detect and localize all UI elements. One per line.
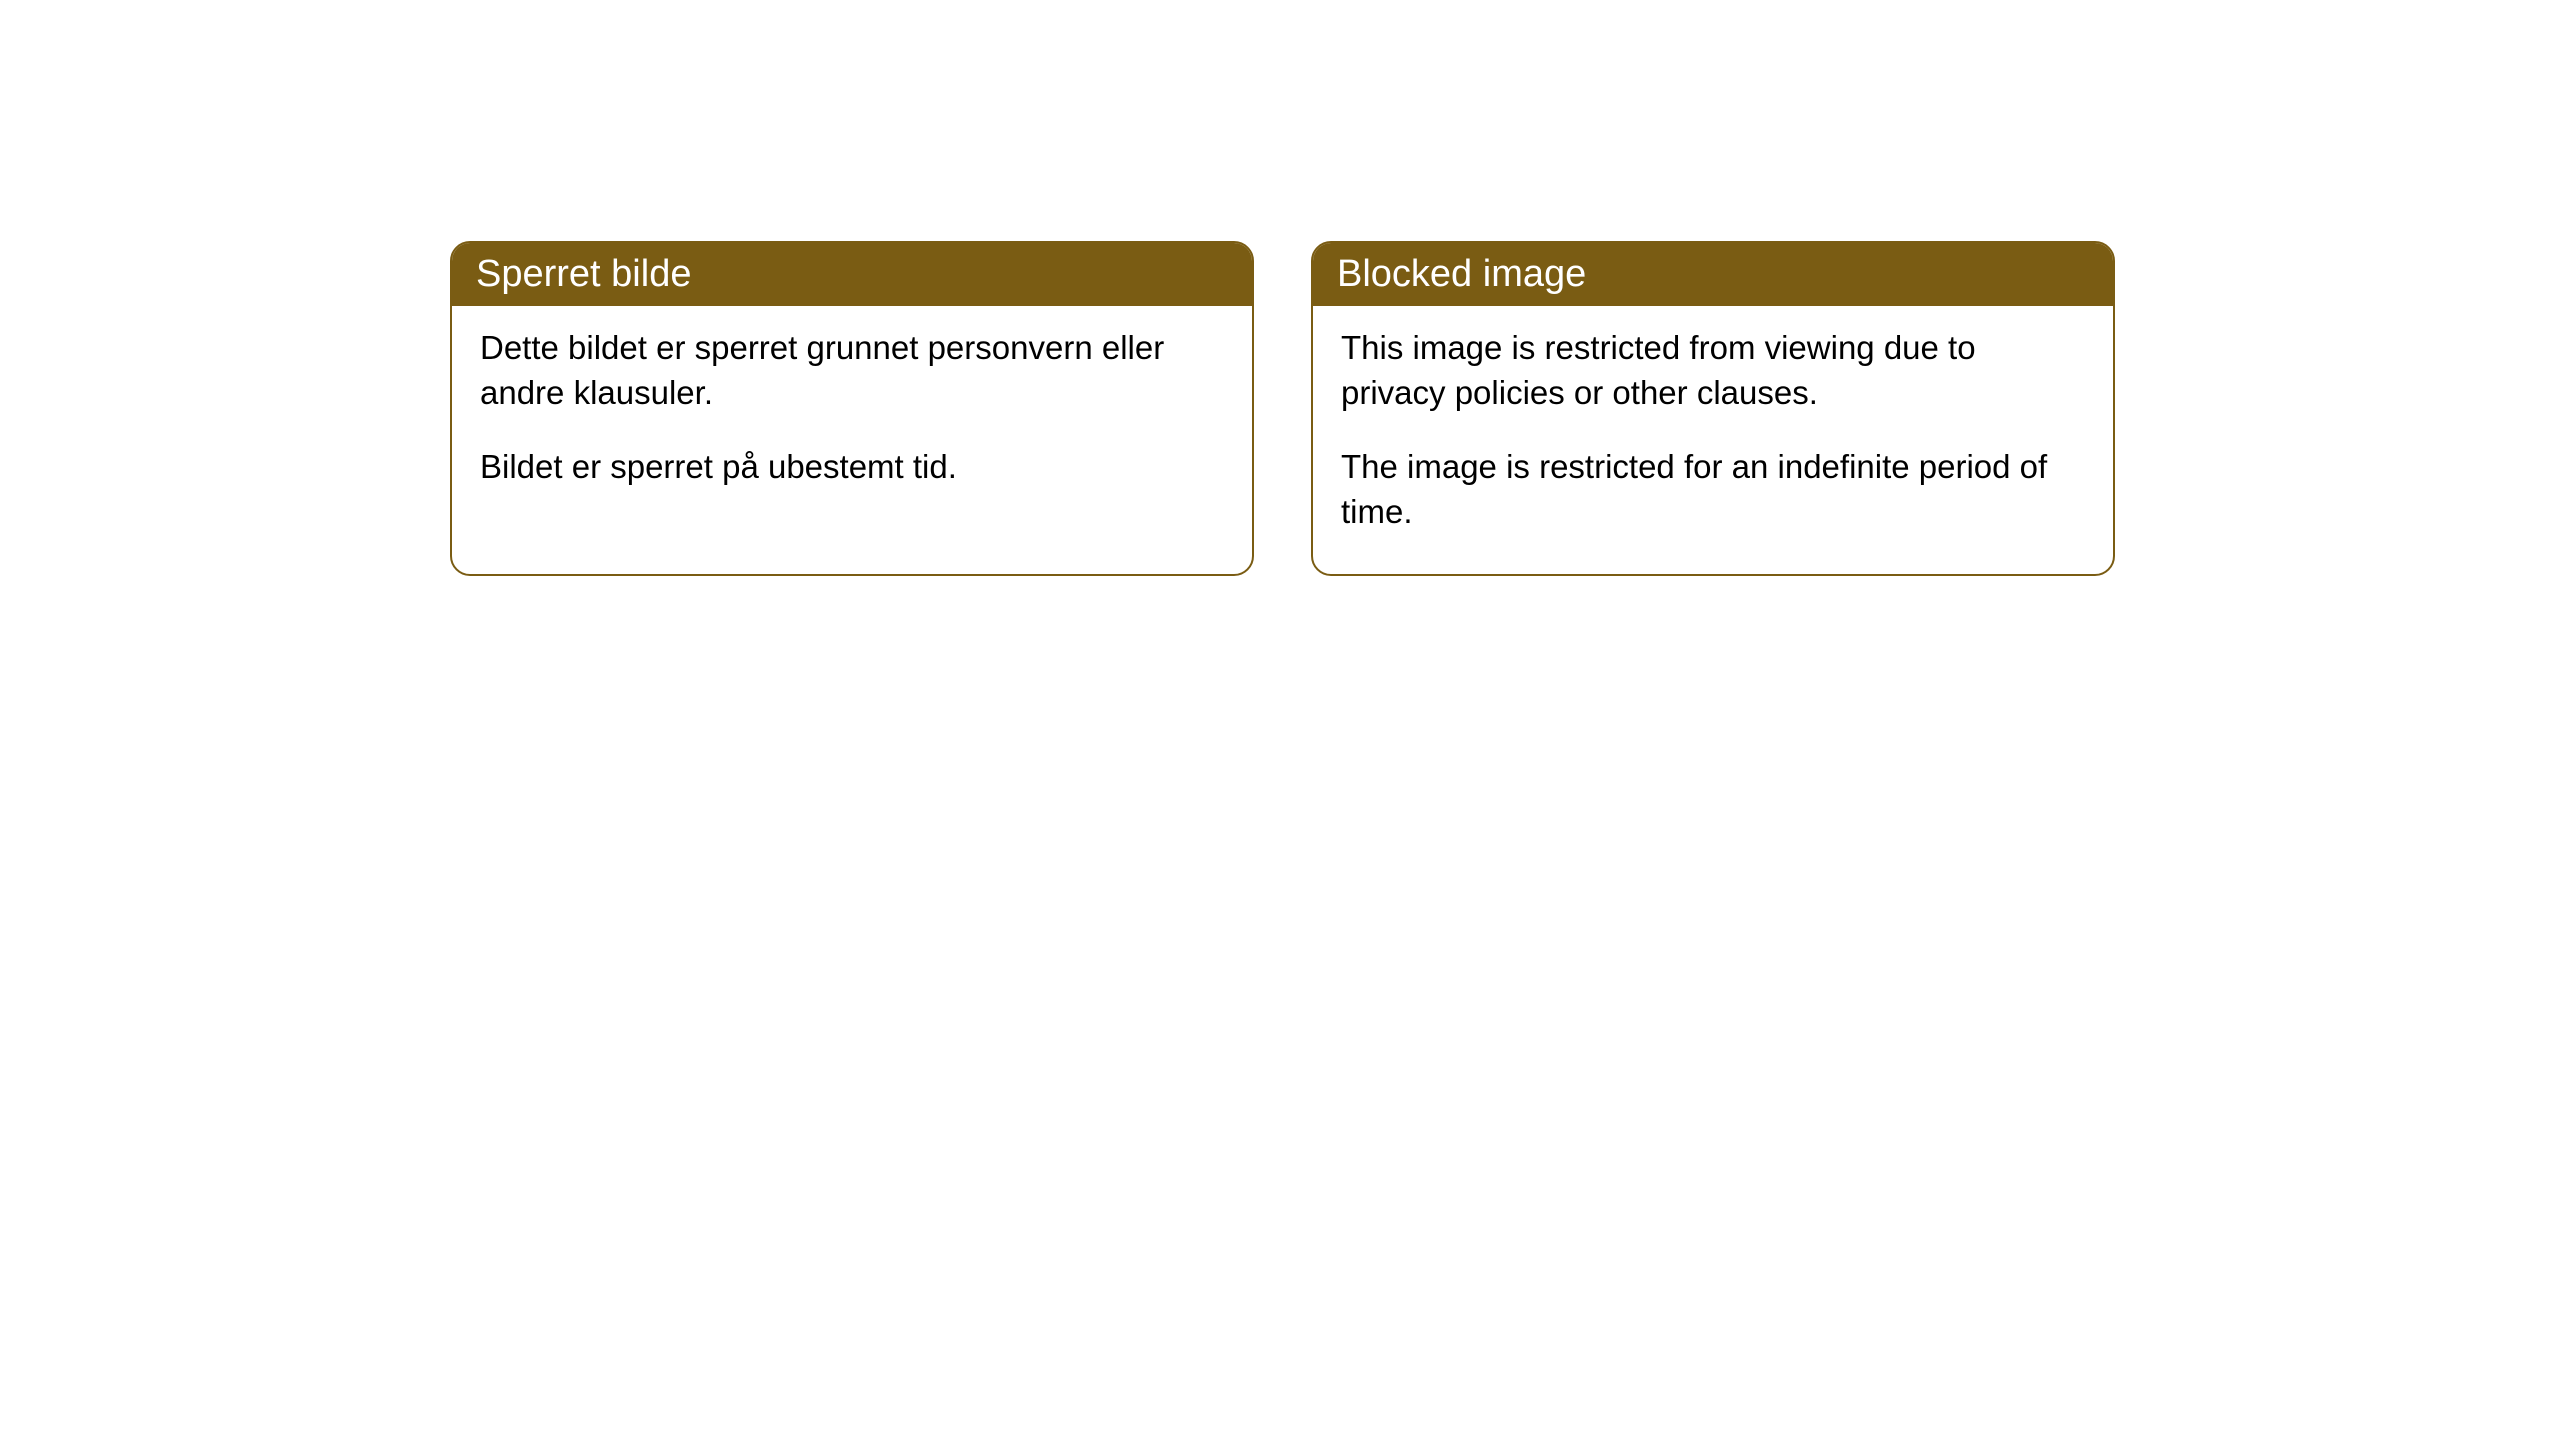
card-header: Sperret bilde xyxy=(452,243,1252,306)
card-paragraph: Bildet er sperret på ubestemt tid. xyxy=(480,445,1224,490)
card-body: Dette bildet er sperret grunnet personve… xyxy=(452,306,1252,530)
notice-container: Sperret bilde Dette bildet er sperret gr… xyxy=(450,241,2115,576)
card-paragraph: This image is restricted from viewing du… xyxy=(1341,326,2085,415)
card-body: This image is restricted from viewing du… xyxy=(1313,306,2113,574)
card-title: Sperret bilde xyxy=(476,253,691,295)
blocked-image-card-norwegian: Sperret bilde Dette bildet er sperret gr… xyxy=(450,241,1254,576)
blocked-image-card-english: Blocked image This image is restricted f… xyxy=(1311,241,2115,576)
card-paragraph: The image is restricted for an indefinit… xyxy=(1341,445,2085,534)
card-header: Blocked image xyxy=(1313,243,2113,306)
card-title: Blocked image xyxy=(1337,253,1586,295)
card-paragraph: Dette bildet er sperret grunnet personve… xyxy=(480,326,1224,415)
